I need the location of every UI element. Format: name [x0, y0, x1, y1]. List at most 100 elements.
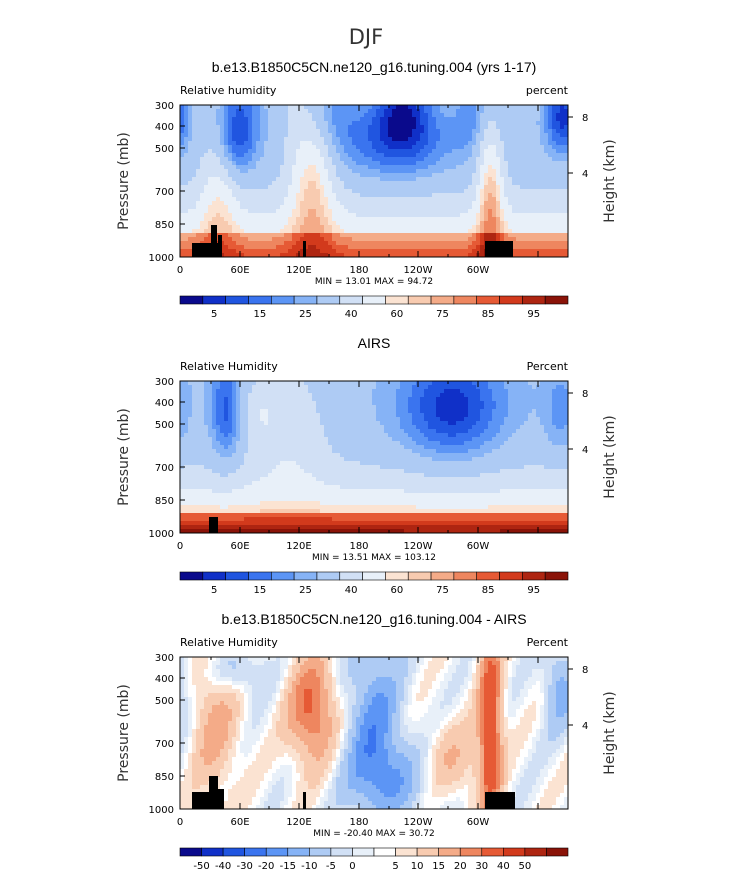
y-right-tick-label: 8: [582, 665, 588, 676]
x-tick-label: 60E: [230, 541, 249, 552]
x-tick-label: 120W: [404, 265, 433, 276]
y-tick-label: 700: [155, 739, 174, 750]
x-tick-label: 120E: [286, 541, 311, 552]
y-right-axis-title: Height (km): [602, 415, 618, 498]
contour-field: [180, 657, 568, 809]
colorbar-swatch: [373, 847, 396, 857]
colorbar-label: 85: [482, 309, 495, 320]
colorbar-swatch: [270, 295, 295, 305]
colorbar-swatch: [524, 847, 547, 857]
contour-field: [180, 105, 568, 257]
colorbar: 5 15 25 40 60 75 85 95: [179, 571, 569, 596]
y-right-axis-title: Height (km): [602, 691, 618, 774]
y-tick-label: 850: [155, 772, 174, 783]
colorbar-swatch: [453, 571, 478, 581]
x-tick-label: 120W: [404, 541, 433, 552]
colorbar-swatch: [265, 847, 289, 857]
colorbar-label: -20: [258, 861, 274, 872]
y-tick-label: 400: [155, 674, 174, 685]
colorbar-label: 25: [299, 309, 312, 320]
colorbar-swatch: [522, 571, 546, 581]
panel-title: b.e13.B1850C5CN.ne120_g16.tuning.004 - A…: [221, 611, 526, 627]
x-tick-label: 0: [177, 541, 183, 552]
x-tick-label: 180: [349, 265, 368, 276]
min-max-stats: MIN = -20.40 MAX = 30.72: [313, 829, 434, 839]
colorbar-swatch: [293, 571, 318, 581]
colorbar-swatch: [499, 571, 523, 581]
colorbar-swatch: [309, 847, 332, 857]
panel-right-label: Percent: [527, 636, 569, 649]
colorbar-swatch: [544, 295, 569, 305]
colorbar-swatch: [522, 295, 546, 305]
colorbar-label: 60: [390, 309, 403, 320]
colorbar-label: 85: [482, 585, 495, 596]
y-tick-label: 400: [155, 122, 174, 133]
colorbar-swatch: [362, 571, 386, 581]
colorbar-swatch: [503, 847, 526, 857]
topography-block: [209, 517, 218, 533]
colorbar-swatch: [179, 847, 202, 857]
colorbar-swatch: [481, 847, 504, 857]
colorbar-swatch: [248, 571, 272, 581]
plot-frame: [179, 104, 569, 258]
colorbar-swatch: [499, 295, 523, 305]
x-tick-label: 180: [349, 541, 368, 552]
colorbar-label: 40: [497, 861, 510, 872]
colorbar-swatch: [339, 571, 363, 581]
colorbar-swatch: [385, 295, 409, 305]
colorbar-swatch: [330, 847, 353, 857]
topography-block: [218, 235, 222, 257]
x-tick-label: 180: [349, 817, 368, 828]
topography-block: [303, 792, 306, 809]
topography-block: [303, 241, 306, 257]
panel-left-label: Relative humidity: [180, 84, 277, 97]
y-right-tick-label: 4: [582, 721, 588, 732]
y-right-tick-label: 8: [582, 113, 588, 124]
colorbar-swatch: [201, 847, 224, 857]
topography-block: [211, 225, 217, 257]
colorbar-label: -10: [301, 861, 317, 872]
colorbar-label: -50: [193, 861, 209, 872]
colorbar-label: 50: [519, 861, 532, 872]
colorbar-swatch: [407, 571, 432, 581]
colorbar-swatch: [438, 847, 461, 857]
colorbar-swatch: [202, 571, 226, 581]
colorbar-swatch: [430, 571, 455, 581]
y-tick-label: 1000: [149, 253, 174, 264]
colorbar-swatch: [362, 295, 386, 305]
y-tick-label: 300: [155, 101, 174, 112]
colorbar-swatch: [476, 571, 500, 581]
colorbar: 5 15 25 40 60 75 85 95: [179, 295, 569, 320]
topography-block: [218, 789, 224, 809]
colorbar-swatch: [225, 571, 249, 581]
colorbar-label: 75: [436, 585, 449, 596]
colorbar-label: 15: [254, 585, 267, 596]
colorbar-swatch: [316, 295, 341, 305]
colorbar-swatch: [293, 295, 318, 305]
plot-frame: [179, 380, 569, 534]
colorbar-swatch: [453, 295, 478, 305]
x-tick-label: 120E: [286, 817, 311, 828]
colorbar-label: 25: [299, 585, 312, 596]
colorbar-swatch: [222, 847, 245, 857]
colorbar-swatch: [546, 847, 569, 857]
colorbar-label: -40: [215, 861, 231, 872]
topography-block: [485, 241, 513, 257]
x-tick-label: 120E: [286, 265, 311, 276]
y-axis-title: Pressure (mb): [116, 132, 132, 230]
colorbar-label: 95: [527, 309, 540, 320]
colorbar-label: 40: [345, 309, 358, 320]
y-tick-label: 500: [155, 420, 174, 431]
colorbar-swatch: [430, 295, 455, 305]
contour-field: [180, 381, 568, 533]
y-tick-label: 1000: [149, 805, 174, 816]
y-tick-label: 850: [155, 496, 174, 507]
panel-title: AIRS: [358, 335, 391, 351]
colorbar-swatch: [316, 571, 341, 581]
y-tick-label: 300: [155, 653, 174, 664]
colorbar-label: -30: [236, 861, 252, 872]
y-tick-label: 500: [155, 144, 174, 155]
y-tick-label: 700: [155, 463, 174, 474]
topography-block: [209, 776, 218, 809]
